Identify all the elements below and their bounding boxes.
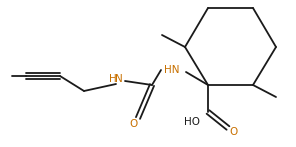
Text: H: H — [109, 74, 117, 84]
Text: N: N — [115, 74, 123, 84]
Text: O: O — [229, 127, 237, 137]
Text: HO: HO — [184, 117, 200, 127]
Text: O: O — [129, 119, 137, 129]
Text: HN: HN — [164, 65, 180, 75]
